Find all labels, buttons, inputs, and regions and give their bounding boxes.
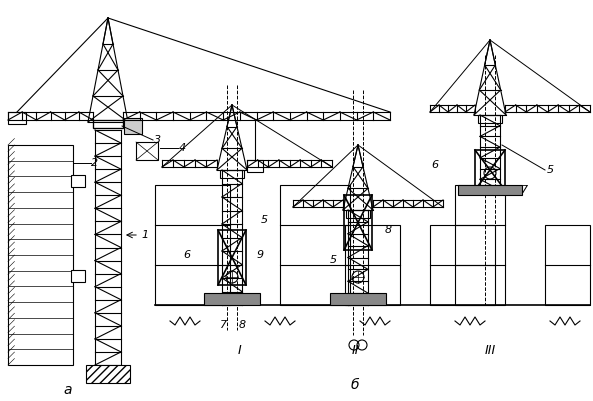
Text: 5: 5 [546, 165, 553, 175]
Bar [430, 225, 495, 305]
Text: 1: 1 [142, 230, 149, 240]
Text: а: а [64, 383, 72, 397]
Bar [344, 195, 372, 250]
Bar [247, 160, 263, 172]
Bar [8, 145, 73, 365]
Bar [86, 365, 130, 383]
Bar [124, 118, 142, 134]
Bar [346, 210, 370, 218]
Bar [330, 293, 386, 305]
Text: 7: 7 [521, 185, 528, 195]
Bar [280, 185, 350, 305]
Text: 5: 5 [330, 255, 337, 265]
Text: 6: 6 [183, 250, 190, 260]
Bar [93, 120, 123, 128]
Bar [475, 150, 505, 190]
Bar [71, 175, 85, 187]
Text: 5: 5 [260, 215, 267, 225]
Bar [204, 293, 260, 305]
Text: 3: 3 [154, 135, 161, 145]
Bar [345, 225, 400, 305]
Bar [218, 230, 246, 285]
Bar [71, 270, 85, 282]
Text: б: б [350, 378, 359, 392]
Bar [455, 185, 505, 305]
Text: 4: 4 [178, 143, 186, 153]
Text: I: I [238, 344, 242, 356]
Text: 8: 8 [238, 320, 246, 330]
Bar [458, 185, 522, 195]
Text: 7: 7 [221, 320, 228, 330]
Text: 9: 9 [256, 250, 263, 260]
Text: 8: 8 [384, 225, 391, 235]
Bar [136, 142, 158, 160]
Bar [545, 225, 590, 305]
Bar [155, 185, 230, 305]
Text: 2: 2 [91, 158, 98, 168]
Text: II: II [351, 344, 359, 356]
Text: 6: 6 [432, 160, 439, 170]
Text: III: III [484, 344, 496, 356]
Bar [8, 112, 26, 124]
Bar [478, 115, 502, 123]
Bar [220, 170, 244, 178]
